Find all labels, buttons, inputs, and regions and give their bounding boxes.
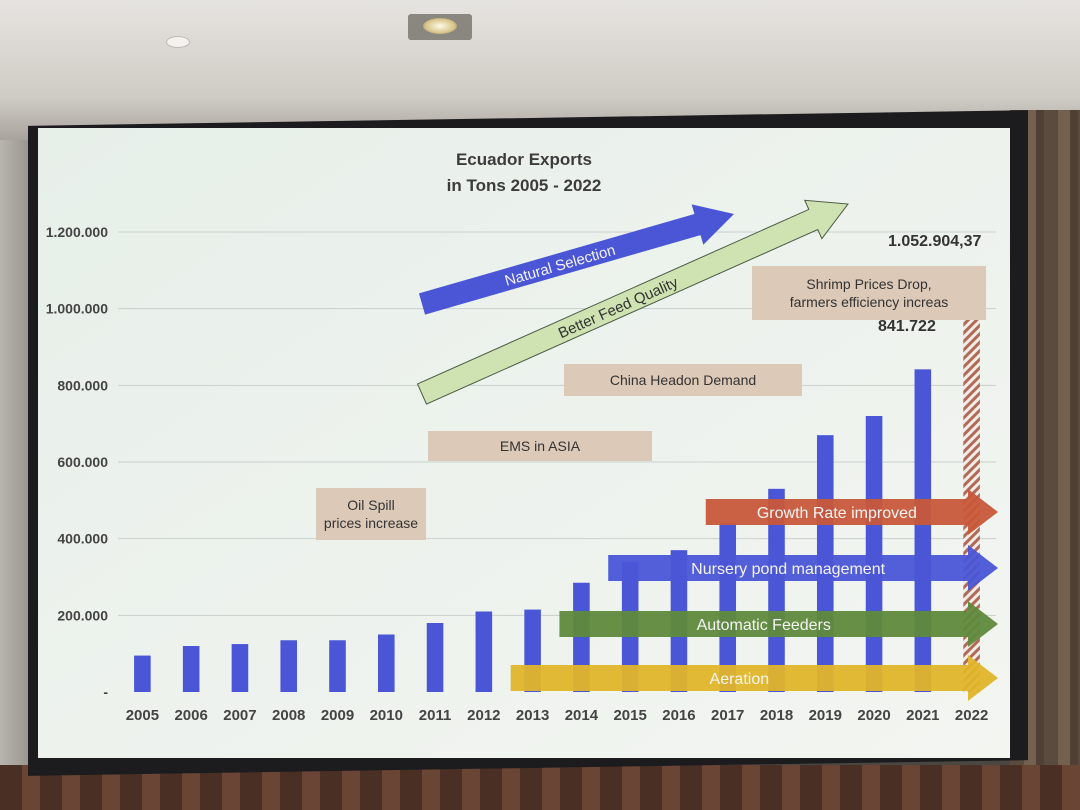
- y-tick-label: 200.000: [57, 607, 108, 623]
- practice-arrow-1: [608, 545, 998, 591]
- trend-arrow-shape-1: [416, 199, 849, 405]
- x-tick-label: 2016: [662, 707, 695, 724]
- x-tick-label: 2022: [955, 707, 988, 724]
- annotation-china-demand: China Headon Demand: [564, 364, 802, 396]
- y-tick-label: 1.200.000: [46, 224, 108, 240]
- x-tick-label: 2007: [223, 707, 256, 724]
- chart-title-line-1: Ecuador Exports: [455, 150, 593, 169]
- lamp-bulb: [423, 18, 457, 34]
- x-tick-label: 2008: [272, 707, 305, 724]
- bar-2010: [377, 634, 395, 692]
- y-tick-label: 1.000.000: [46, 301, 108, 317]
- bar-2022: [963, 288, 980, 692]
- x-tick-label: 2020: [857, 707, 890, 724]
- practice-arrow-3: [510, 655, 998, 701]
- bar-2009: [329, 640, 346, 692]
- y-tick-label: 400.000: [57, 531, 108, 547]
- y-tick-label: 800.000: [57, 377, 108, 393]
- practice-arrow-0: [705, 489, 998, 535]
- x-tick-label: 2021: [906, 707, 939, 724]
- annotation-ems-asia-text: EMS in ASIA: [499, 438, 581, 454]
- bar-2005: [134, 655, 151, 692]
- text-layer: - 200.000 400.000 600.000 800.000 1.000.000 1.…: [46, 224, 989, 724]
- annotation-shrimp-prices-text: Shrimp Prices Drop, farmers efficiency i…: [789, 276, 949, 310]
- x-tick-label: 2014: [565, 707, 599, 724]
- slide: Natural Selection Better Feed Quality - 20…: [38, 128, 1010, 758]
- annotation-oil-spill: Oil Spill prices increase: [316, 488, 426, 540]
- x-tick-label: 2013: [516, 707, 549, 724]
- x-tick-label: 2017: [711, 707, 744, 724]
- annotation-oil-spill-text: Oil Spill prices increase: [323, 497, 419, 531]
- practice-arrow-label-0: Growth Rate improved: [757, 505, 917, 522]
- annotation-china-demand-text: China Headon Demand: [609, 372, 757, 388]
- value-label-2021: 841.722: [878, 318, 936, 335]
- practice-arrow-label-2: Automatic Feeders: [697, 617, 831, 634]
- practice-arrow-label-3: Aeration: [710, 671, 770, 688]
- y-tick-label: -: [103, 684, 108, 700]
- annotation-shrimp-prices: Shrimp Prices Drop, farmers efficiency i…: [752, 266, 986, 320]
- x-tick-label: 2015: [613, 707, 646, 724]
- practice-arrow-2: [559, 601, 998, 647]
- bar-2020: [865, 416, 883, 692]
- annotation-ems-asia: EMS in ASIA: [428, 431, 652, 461]
- x-tick-label: 2010: [370, 707, 403, 724]
- smoke-sensor: [166, 36, 190, 48]
- trend-arrow-shape-0: [418, 204, 734, 315]
- y-tick-label: 600.000: [57, 454, 108, 470]
- chart-title-line-2: in Tons 2005 - 2022: [446, 176, 602, 195]
- bar-2007: [231, 644, 249, 692]
- x-tick-label: 2009: [321, 707, 354, 724]
- x-tick-label: 2011: [419, 707, 452, 724]
- practice-arrow-label-1: Nursery pond management: [691, 561, 885, 578]
- x-tick-label: 2018: [760, 707, 793, 724]
- bar-2018: [768, 488, 785, 692]
- x-tick-label: 2006: [174, 707, 207, 724]
- bar-2021: [914, 369, 932, 692]
- x-tick-label: 2005: [126, 707, 159, 724]
- bar-2012: [475, 611, 493, 692]
- bar-2008: [280, 640, 298, 692]
- bar-2011: [426, 623, 444, 692]
- x-tick-label: 2012: [467, 707, 500, 724]
- bar-2014: [573, 582, 590, 692]
- x-tick-label: 2019: [809, 707, 842, 724]
- value-label-2022: 1.052.904,37: [888, 233, 982, 250]
- bar-2006: [182, 646, 200, 692]
